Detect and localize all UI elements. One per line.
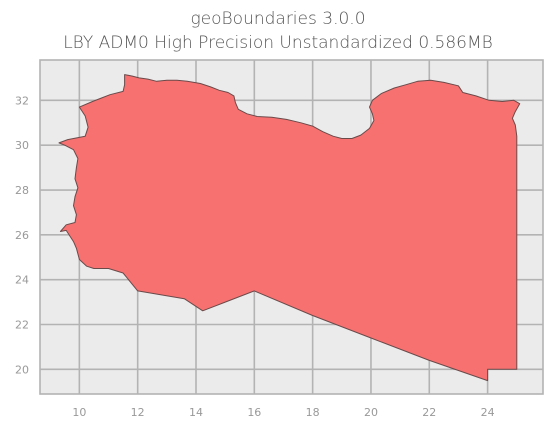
x-tick-label-10: 10 <box>72 406 86 419</box>
x-tick-label-24: 24 <box>481 406 495 419</box>
x-tick-label-22: 22 <box>422 406 436 419</box>
x-tick-label-12: 12 <box>131 406 145 419</box>
x-tick-label-14: 14 <box>189 406 203 419</box>
x-tick-label-20: 20 <box>364 406 378 419</box>
y-tick-label-28: 28 <box>15 184 29 197</box>
plot-frame <box>39 59 544 395</box>
map-title: geoBoundaries 3.0.0 <box>190 9 366 29</box>
country-boundary-lby <box>58 74 521 382</box>
y-tick-label-24: 24 <box>15 274 29 287</box>
y-tick-label-32: 32 <box>15 94 29 107</box>
y-axis-ticks: 20 22 24 26 28 30 32 <box>15 94 29 376</box>
map-subtitle: LBY ADM0 High Precision Unstandardized 0… <box>63 33 493 53</box>
y-tick-label-30: 30 <box>15 139 29 152</box>
x-axis-ticks: 10 12 14 16 18 20 22 24 <box>72 406 494 419</box>
y-tick-label-20: 20 <box>15 363 29 376</box>
y-tick-label-22: 22 <box>15 319 29 332</box>
x-tick-label-18: 18 <box>306 406 320 419</box>
y-tick-label-26: 26 <box>15 229 29 242</box>
x-tick-label-16: 16 <box>247 406 261 419</box>
